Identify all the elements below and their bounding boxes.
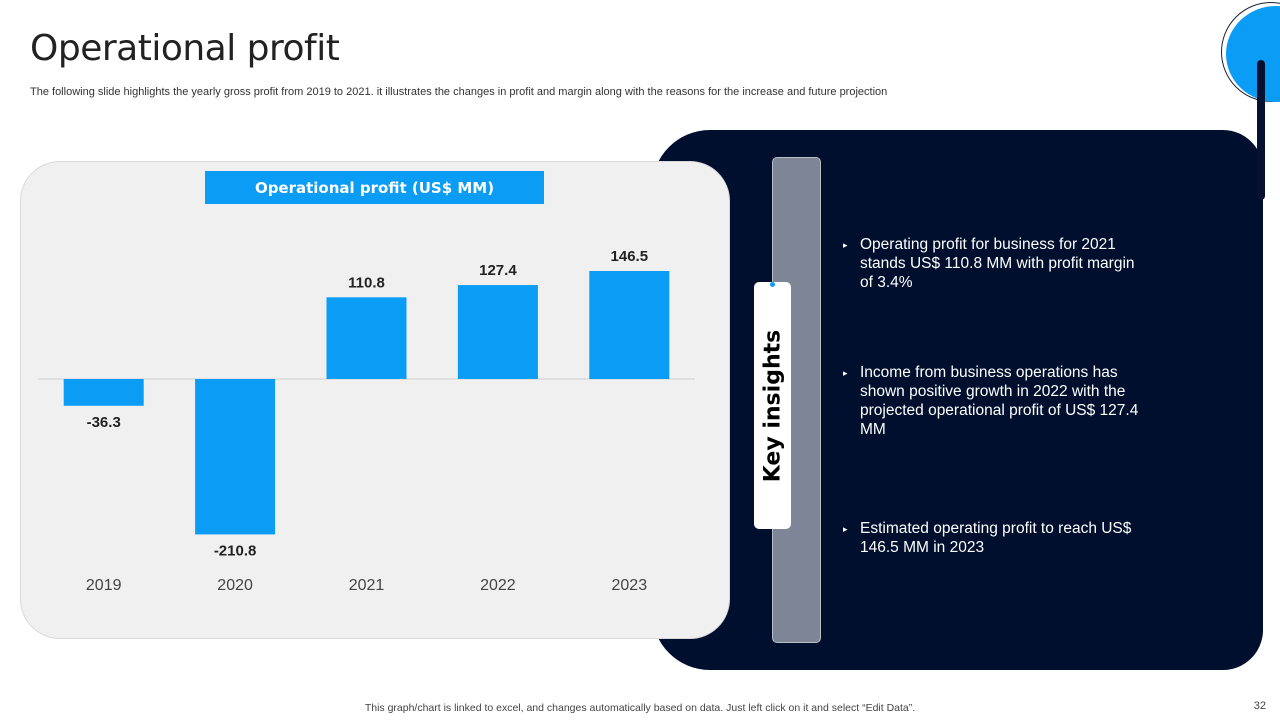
bar-2019[interactable]	[63, 379, 144, 406]
insight-item: ▸ Operating profit for business for 2021…	[843, 235, 1143, 292]
bullet-marker-icon: ▸	[843, 368, 848, 378]
bar-2022[interactable]	[457, 285, 538, 379]
footer-note: This graph/chart is linked to excel, and…	[364, 702, 916, 714]
bullet-marker-icon: ▸	[843, 240, 848, 250]
x-tick-label: 2019	[86, 577, 122, 594]
data-label-2023: 146.5	[611, 248, 649, 265]
bar-2020[interactable]	[195, 379, 276, 535]
data-label-2019: -36.3	[87, 414, 121, 431]
insights-divider-strip	[772, 157, 821, 643]
tab-dot	[770, 282, 775, 287]
bullet-marker-icon: ▸	[843, 524, 848, 534]
key-insights-label: Key insights	[760, 329, 785, 482]
bar-2023[interactable]	[589, 271, 670, 379]
page-title: Operational profit	[30, 28, 340, 69]
page-subtitle: The following slide highlights the yearl…	[30, 86, 888, 98]
decorative-bar	[1257, 60, 1265, 200]
insight-text: Estimated operating profit to reach US$ …	[860, 520, 1132, 556]
insights-panel	[652, 130, 1263, 670]
bar-2021[interactable]	[326, 297, 407, 379]
insight-text: Income from business operations has show…	[860, 364, 1139, 438]
key-insights-tab: Key insights	[754, 282, 791, 529]
data-label-2020: -210.8	[214, 542, 257, 559]
insight-item: ▸ Estimated operating profit to reach US…	[843, 519, 1143, 557]
bar-chart[interactable]: -36.3 2019 -210.8 2020 110.8 2021 127.4 2022 146…	[0, 0, 740, 640]
page-number: 32	[1253, 700, 1266, 712]
chart-title[interactable]: Operational profit (US$ MM)	[205, 171, 544, 204]
data-label-2022: 127.4	[479, 262, 517, 279]
data-label-2021: 110.8	[348, 274, 385, 291]
x-tick-label: 2021	[349, 577, 385, 594]
insight-text: Operating profit for business for 2021 s…	[860, 236, 1135, 291]
x-tick-label: 2023	[612, 577, 648, 594]
x-tick-label: 2020	[217, 577, 253, 594]
insight-item: ▸ Income from business operations has sh…	[843, 363, 1143, 439]
x-tick-label: 2022	[480, 577, 516, 594]
